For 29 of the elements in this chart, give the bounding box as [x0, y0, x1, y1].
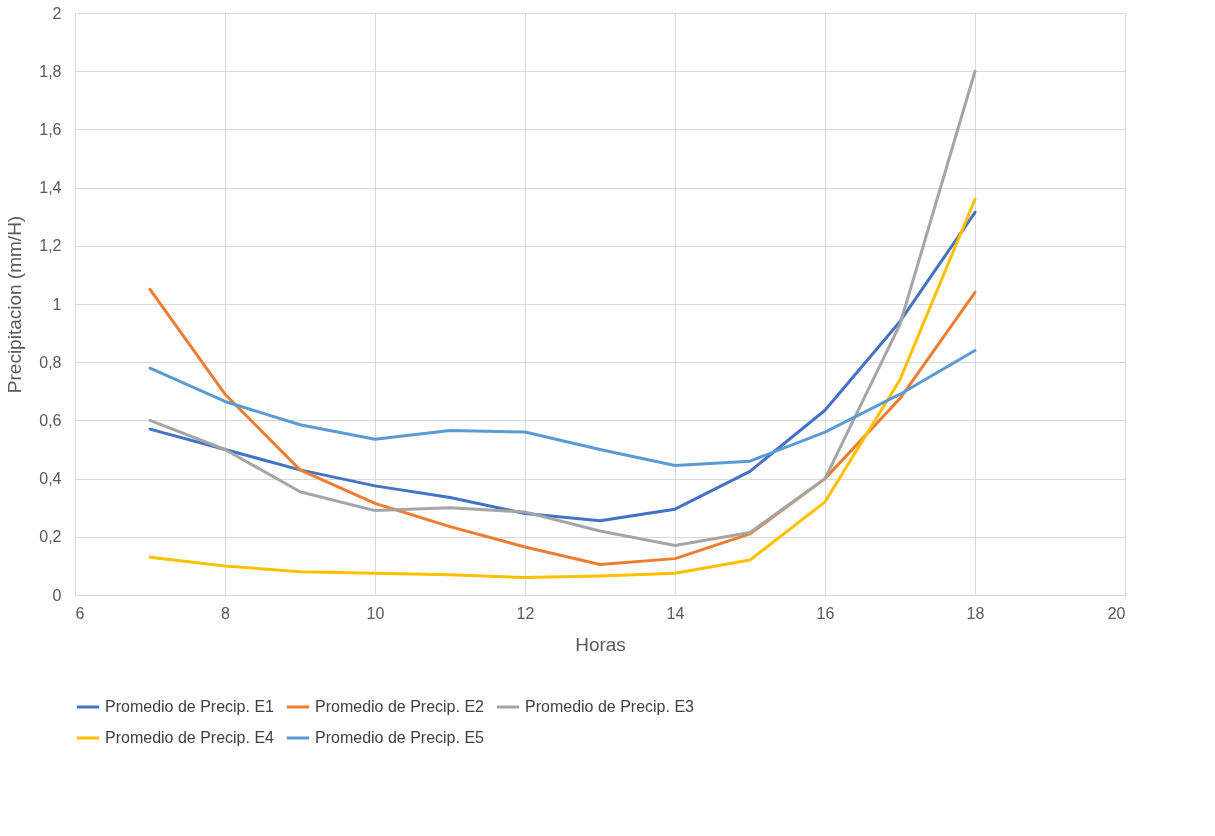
x-tick-label: 8 — [221, 604, 231, 622]
y-tick-label: 0,4 — [39, 470, 62, 488]
y-tick-label: 1,4 — [39, 179, 62, 197]
legend-label: Promedio de Precip. E2 — [315, 698, 485, 715]
legend-label: Promedio de Precip. E5 — [315, 729, 485, 746]
x-tick-label: 12 — [516, 604, 535, 622]
y-tick-label: 0,2 — [39, 528, 62, 546]
x-tick-label: 14 — [666, 604, 685, 622]
line-series — [148, 197, 977, 580]
legend-label: Promedio de Precip. E3 — [525, 698, 695, 715]
y-tick-label: 0,6 — [39, 411, 62, 429]
y-tick-label: 0,8 — [39, 353, 62, 371]
line-series — [148, 349, 977, 468]
line-series — [148, 69, 977, 548]
x-tick-label: 20 — [1107, 604, 1126, 622]
y-axis-title: Precipitacion (mm/H) — [4, 215, 26, 394]
x-tick-label: 6 — [75, 604, 85, 622]
legend-label: Promedio de Precip. E4 — [105, 729, 275, 746]
x-tick-label: 10 — [366, 604, 385, 622]
x-axis-title: Horas — [575, 633, 626, 655]
y-tick-label: 0 — [52, 586, 62, 604]
y-tick-label: 1,2 — [39, 237, 62, 255]
y-tick-label: 1 — [52, 295, 62, 313]
y-tick-label: 2 — [52, 4, 62, 22]
x-tick-label: 18 — [966, 604, 985, 622]
x-tick-label: 16 — [816, 604, 835, 622]
y-tick-label: 1,8 — [39, 62, 62, 80]
y-tick-label: 1,6 — [39, 120, 62, 138]
legend-label: Promedio de Precip. E1 — [105, 698, 275, 715]
